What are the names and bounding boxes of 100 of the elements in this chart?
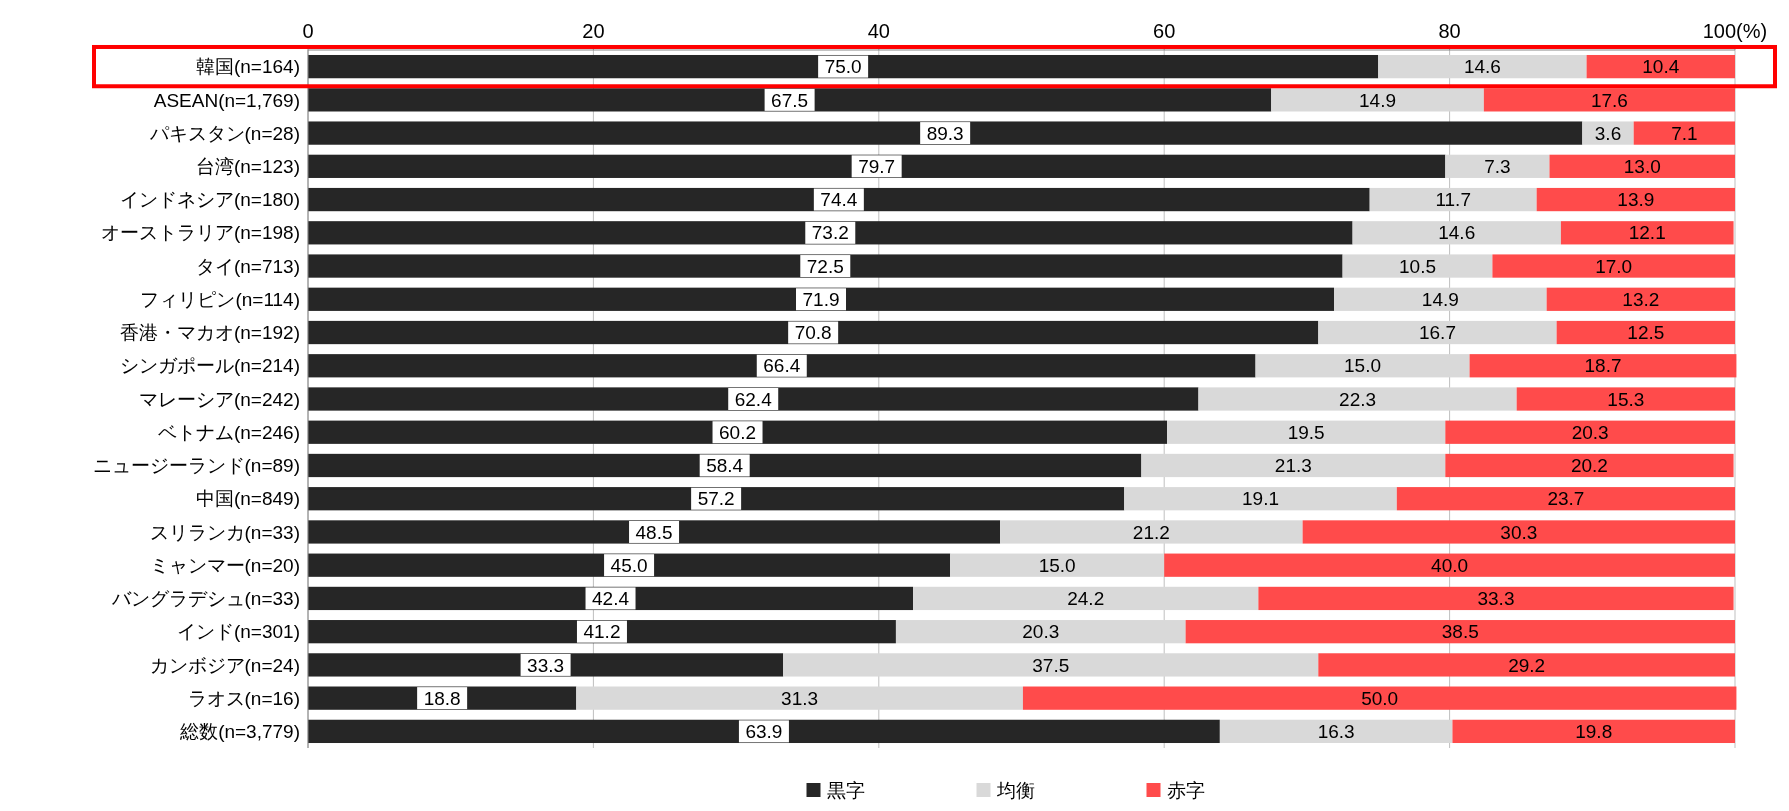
bar <box>1302 520 1735 544</box>
y-tick-label: タイ(n=713) <box>195 255 300 277</box>
bar <box>1141 453 1446 478</box>
data-label: 66.4 <box>763 355 801 377</box>
bar <box>1198 387 1517 411</box>
data-label: 16.7 <box>1418 322 1456 344</box>
bar <box>308 320 1319 345</box>
data-label: 11.7 <box>1435 189 1471 211</box>
data-label: 3.6 <box>1594 122 1622 144</box>
legend-label: 赤字 <box>1166 779 1205 801</box>
bar <box>1396 487 1735 511</box>
data-label: 18.7 <box>1584 355 1622 377</box>
bar <box>308 187 1370 212</box>
bar <box>308 254 1343 278</box>
data-label: 20.2 <box>1570 455 1608 477</box>
data-label: 13.2 <box>1622 288 1660 310</box>
data-label: 38.5 <box>1441 621 1479 643</box>
x-tick-label: 60 <box>1153 20 1176 42</box>
data-label: 24.2 <box>1067 588 1105 610</box>
bar <box>1378 54 1587 79</box>
data-label: 19.5 <box>1287 421 1325 443</box>
data-label: 37.5 <box>1032 654 1070 676</box>
y-tick-label: 中国(n=849) <box>195 488 300 510</box>
bar <box>1342 254 1493 278</box>
bar <box>308 653 784 677</box>
data-label: 18.8 <box>423 687 461 709</box>
y-tick-label: ラオス(n=16) <box>187 687 300 709</box>
data-label: 33.3 <box>527 654 565 676</box>
bar <box>1556 320 1735 345</box>
bar <box>1452 719 1735 744</box>
data-label: 60.2 <box>719 421 757 443</box>
bar <box>1000 520 1303 544</box>
bar <box>1164 553 1735 577</box>
y-tick-label: フィリピン(n=114) <box>140 288 300 310</box>
bar <box>1483 88 1735 112</box>
bar <box>1516 387 1735 411</box>
data-label: 48.5 <box>635 521 673 543</box>
x-tick-label: 20 <box>582 20 605 42</box>
bar <box>1549 154 1735 178</box>
bar <box>1445 420 1735 444</box>
x-tick-label: 100(%) <box>1702 20 1768 42</box>
bar <box>783 653 1319 677</box>
bar <box>895 620 1186 644</box>
data-label: 63.9 <box>745 721 783 743</box>
bar <box>1219 719 1453 744</box>
data-label: 50.0 <box>1361 687 1399 709</box>
bar <box>1318 320 1557 345</box>
bar <box>308 354 1256 378</box>
data-label: 20.3 <box>1571 421 1609 443</box>
bar <box>1124 487 1397 511</box>
data-label: 17.0 <box>1595 255 1633 277</box>
data-label: 12.5 <box>1627 322 1665 344</box>
bar <box>1586 54 1735 79</box>
y-tick-label: マレーシア(n=242) <box>138 388 300 410</box>
bar <box>1271 88 1484 112</box>
bar <box>1352 221 1561 245</box>
data-label: 58.4 <box>706 455 744 477</box>
bar <box>308 88 1272 112</box>
data-label: 16.3 <box>1317 721 1355 743</box>
bar <box>308 221 1353 245</box>
bar <box>308 620 896 644</box>
data-label: 73.2 <box>811 222 849 244</box>
data-label: 14.6 <box>1463 56 1501 78</box>
data-label: 89.3 <box>926 122 964 144</box>
bar <box>1185 620 1735 644</box>
bar <box>1369 187 1537 212</box>
data-label: 7.1 <box>1671 122 1698 144</box>
x-tick-label: 80 <box>1438 20 1461 42</box>
bar <box>308 121 1583 145</box>
data-label: 72.5 <box>806 255 844 277</box>
y-tick-label: ベトナム(n=246) <box>157 421 300 443</box>
data-label: 79.7 <box>858 155 896 177</box>
bar <box>1492 254 1735 278</box>
data-label: 14.9 <box>1359 89 1397 111</box>
x-tick-label: 40 <box>867 20 890 42</box>
data-label: 75.0 <box>824 56 862 78</box>
y-tick-label: バングラデシュ(n=33) <box>110 588 300 610</box>
data-label: 13.9 <box>1617 189 1655 211</box>
data-label: 33.3 <box>1477 588 1515 610</box>
data-label: 15.3 <box>1607 388 1645 410</box>
bar <box>308 520 1001 544</box>
bar <box>1546 287 1735 311</box>
data-label: 41.2 <box>583 621 621 643</box>
data-label: 13.0 <box>1623 155 1661 177</box>
y-tick-label: カンボジア(n=24) <box>149 654 300 676</box>
bar <box>1536 187 1735 212</box>
y-tick-label: オーストラリア(n=198) <box>100 222 300 244</box>
x-tick-label: 0 <box>302 20 314 42</box>
y-tick-label: ミャンマー(n=20) <box>149 554 300 576</box>
y-tick-label: 韓国(n=164) <box>195 56 300 78</box>
bar <box>1445 453 1734 478</box>
data-label: 74.4 <box>820 189 858 211</box>
bar <box>1258 586 1734 611</box>
bar <box>308 586 914 611</box>
data-label: 30.3 <box>1500 521 1538 543</box>
bar <box>1318 653 1735 677</box>
data-label: 21.2 <box>1132 521 1170 543</box>
y-tick-label: シンガポール(n=214) <box>119 355 300 377</box>
y-tick-label: 台湾(n=123) <box>195 155 300 177</box>
data-label: 20.3 <box>1022 621 1060 643</box>
